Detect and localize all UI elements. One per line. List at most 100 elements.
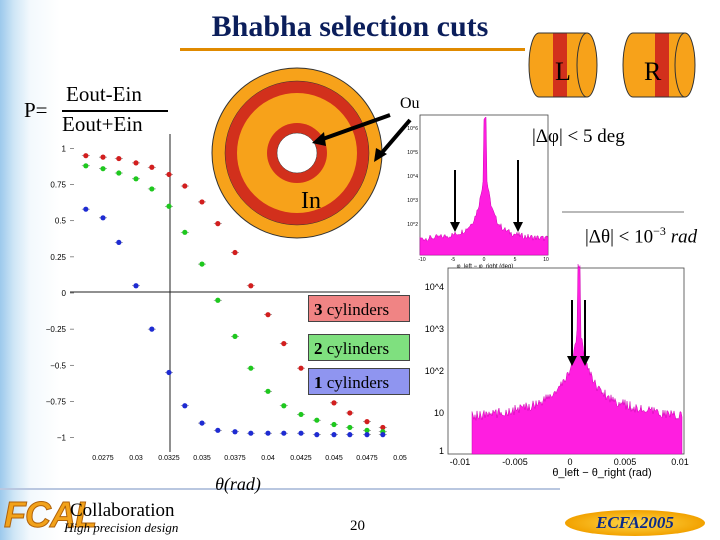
theta-histogram: 10^4 10^3 10^2 10 1 -0.01 -0.005 0 0.005 0.01 θ_… xyxy=(425,211,689,479)
arrow-in-shaft xyxy=(319,113,391,142)
theta-x-ticks: -0.01 -0.005 0 0.005 0.01 xyxy=(450,457,689,467)
x-tick-label: 0.05 xyxy=(393,455,407,462)
data-point xyxy=(166,171,172,178)
y-tick-label: −0.75 xyxy=(46,397,67,406)
data-point xyxy=(314,432,320,438)
data-point xyxy=(281,403,287,409)
data-point xyxy=(248,283,254,289)
formula-numerator: Eout-Ein xyxy=(66,82,142,106)
theta-cut-prefix: |Δθ| < 10 xyxy=(585,226,654,248)
data-point xyxy=(199,420,205,426)
theta-y-tick-label: 10^4 xyxy=(425,282,444,292)
theta-cut-exponent: −3 xyxy=(653,224,666,238)
footer-divider xyxy=(0,488,560,490)
phi-cut-right-head xyxy=(513,222,523,232)
title-underline xyxy=(180,48,525,51)
left-detector: L xyxy=(528,32,598,98)
theta-y-tick-label: 10 xyxy=(434,408,444,418)
y-tick-labels: 1 0.75 0.5 0.25 0 −0.25 −0.5 −0.75 −1 xyxy=(46,144,74,443)
left-label: L xyxy=(555,57,571,86)
theta-x-tick-label: 0.005 xyxy=(614,457,637,467)
slide-title: Bhabha selection cuts xyxy=(211,10,489,43)
ecfa-logo: ECFA2005 xyxy=(565,510,705,536)
x-tick-label: 0.0475 xyxy=(356,455,378,462)
fraction-bar xyxy=(62,110,168,112)
theta-cut-left-head xyxy=(567,356,577,366)
phi-histogram: 10^6 10^5 10^4 10^3 10^2 -10 -5 0 5 10 φ_left − … xyxy=(407,114,549,270)
theta-x-tick-label: 0.01 xyxy=(671,457,689,467)
phi-cut: |Δφ| < 5 deg xyxy=(532,126,625,147)
x-tick-label: 0.03 xyxy=(129,455,143,462)
formula-lhs: P= xyxy=(24,98,48,122)
data-point xyxy=(298,430,304,436)
formula-denominator: Eout+Ein xyxy=(62,112,143,136)
data-point xyxy=(100,154,106,160)
data-point xyxy=(116,155,122,162)
data-point xyxy=(265,312,271,318)
x-axis-label: θ(rad) xyxy=(215,474,261,495)
data-point xyxy=(248,430,254,436)
x-tick-label: 0.0375 xyxy=(224,455,246,462)
data-point xyxy=(331,400,337,406)
legend-count: 1 xyxy=(314,373,323,392)
polarization-formula: P= Eout-Ein Eout+Ein xyxy=(18,82,168,142)
phi-x-tick-label: 0 xyxy=(483,257,486,263)
data-point xyxy=(232,429,238,435)
right-label: R xyxy=(644,57,662,86)
phi-x-ticks: -10 -5 0 5 10 xyxy=(418,257,549,263)
x-tick-label: 0.045 xyxy=(325,455,343,462)
right-detector: R xyxy=(622,32,696,98)
data-point xyxy=(281,340,287,347)
data-point xyxy=(314,417,320,423)
phi-x-tick-label: 5 xyxy=(514,257,517,263)
data-point xyxy=(364,427,370,433)
x-tick-label: 0.0275 xyxy=(92,455,114,462)
data-point xyxy=(298,411,304,418)
phi-y-tick-label: 10^4 xyxy=(407,174,418,180)
phi-y-tick-label: 10^6 xyxy=(407,126,418,132)
data-point xyxy=(364,432,370,438)
data-point xyxy=(347,432,353,438)
fcal-logo: FCAL xyxy=(4,494,98,536)
phi-y-tick-label: 10^5 xyxy=(407,150,418,156)
data-point xyxy=(380,432,386,438)
x-tick-label: 0.04 xyxy=(261,455,275,462)
data-point xyxy=(347,424,353,431)
y-tick-label: −0.5 xyxy=(50,361,66,370)
data-point xyxy=(100,215,106,221)
data-point xyxy=(215,427,221,433)
arrow-out-shaft xyxy=(378,118,412,157)
theta-cut-unit: rad xyxy=(670,226,698,248)
data-point xyxy=(83,206,89,212)
y-tick-label: 1 xyxy=(62,144,67,153)
x-tick-label: 0.0425 xyxy=(290,455,312,462)
data-point xyxy=(149,164,155,170)
legend-text: cylinders xyxy=(322,300,390,319)
polarization-plot: 1 0.75 0.5 0.25 0 −0.25 −0.5 −0.75 −1 0.0275 0.03… xyxy=(46,134,407,495)
data-point xyxy=(166,203,172,209)
data-point xyxy=(265,388,271,394)
x-tick-label: 0.0325 xyxy=(158,455,180,462)
theta-y-ticks: 10^4 10^3 10^2 10 1 xyxy=(425,282,444,456)
label-in: In xyxy=(301,188,321,214)
phi-y-tick-label: 10^3 xyxy=(407,198,418,204)
data-point xyxy=(166,369,172,376)
theta-x-tick-label: 0 xyxy=(567,457,572,467)
label-out: Out xyxy=(400,95,420,112)
y-tick-label: 0.5 xyxy=(55,217,67,226)
data-point xyxy=(331,432,337,438)
data-point xyxy=(347,410,353,416)
theta-x-tick-label: -0.005 xyxy=(502,457,528,467)
data-point xyxy=(364,419,370,425)
y-tick-label: −1 xyxy=(57,434,67,443)
data-point xyxy=(133,160,139,166)
data-point xyxy=(232,249,238,256)
data-point xyxy=(116,170,122,176)
legend-count: 2 xyxy=(314,339,323,358)
y-tick-label: 0 xyxy=(62,289,67,298)
legend-3-cylinders: 3 cylinders xyxy=(308,295,410,322)
arrow-out-head xyxy=(374,148,387,162)
phi-cut-left-head xyxy=(450,222,460,232)
x-tick-label: 0.035 xyxy=(193,455,211,462)
theta-y-tick-label: 1 xyxy=(439,446,444,456)
